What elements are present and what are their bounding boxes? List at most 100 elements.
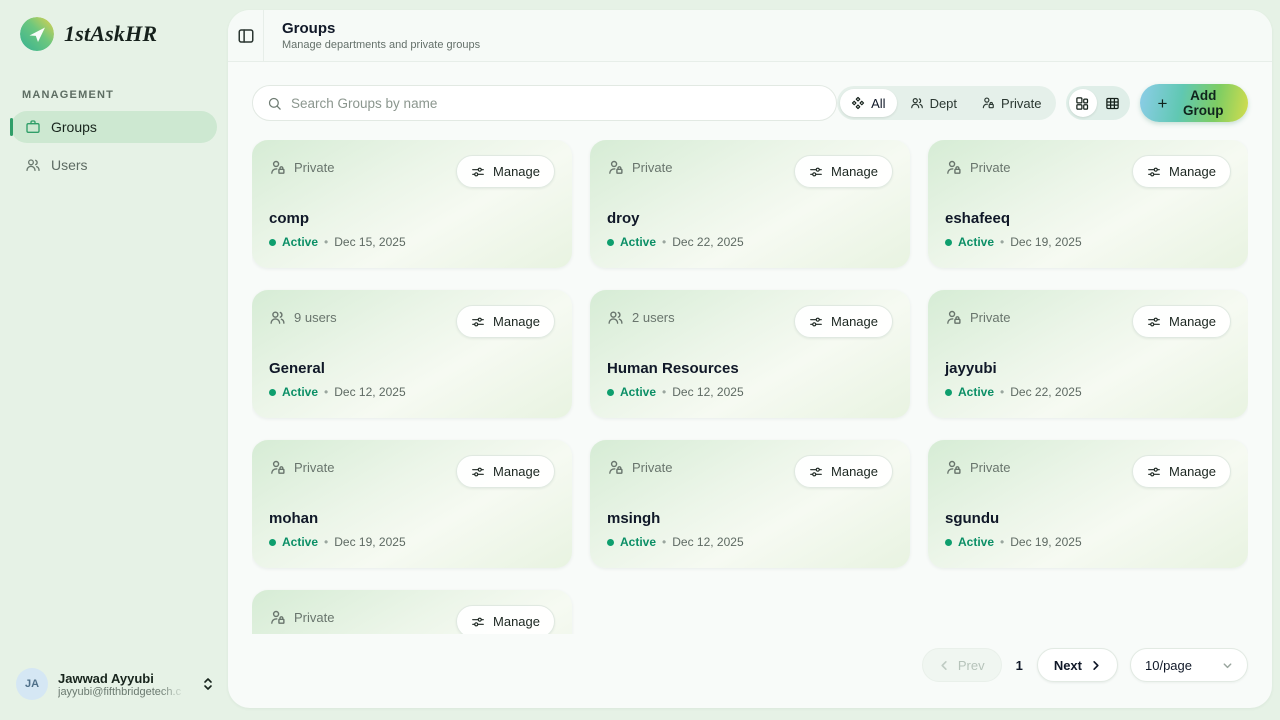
status-dot-icon bbox=[269, 388, 276, 396]
group-card[interactable]: 2 users Manage Human Resources Active • … bbox=[590, 290, 910, 418]
add-group-button[interactable]: + Add Group bbox=[1139, 84, 1248, 122]
person-lock-icon bbox=[982, 97, 994, 109]
status-separator: • bbox=[324, 235, 329, 249]
manage-button[interactable]: Manage bbox=[456, 305, 555, 338]
group-status: Active • Dec 19, 2025 bbox=[945, 535, 1231, 549]
status-label: Active bbox=[620, 535, 657, 549]
sidebar-item-groups[interactable]: Groups bbox=[10, 111, 217, 143]
group-card[interactable]: Private Manage bbox=[252, 590, 572, 634]
manage-button[interactable]: Manage bbox=[456, 455, 555, 488]
manage-button[interactable]: Manage bbox=[1132, 455, 1231, 488]
group-badge: Private bbox=[607, 459, 672, 476]
brand: 1stAskHR bbox=[0, 0, 228, 61]
user-name: Jawwad Ayyubi bbox=[58, 670, 154, 686]
group-status: Active • Dec 19, 2025 bbox=[269, 535, 555, 549]
status-separator: • bbox=[662, 535, 667, 549]
status-label: Active bbox=[282, 235, 319, 249]
group-status: Active • Dec 22, 2025 bbox=[945, 385, 1231, 399]
group-date: Dec 19, 2025 bbox=[1010, 235, 1082, 249]
page-subtitle: Manage departments and private groups bbox=[282, 39, 481, 51]
cards-view-icon bbox=[1076, 96, 1089, 110]
group-title: jayyubi bbox=[945, 360, 997, 377]
group-badge: 9 users bbox=[269, 309, 337, 326]
group-date: Dec 19, 2025 bbox=[1010, 535, 1082, 549]
user-menu[interactable]: JA Jawwad Ayyubi jayyubi@fifthbridgetech… bbox=[0, 654, 228, 720]
group-card[interactable]: Private Manage mohan Active • Dec 19, 20… bbox=[252, 440, 572, 568]
group-status: Active • Dec 12, 2025 bbox=[269, 385, 555, 399]
group-badge-label: Private bbox=[294, 610, 335, 625]
person-lock-icon bbox=[947, 310, 961, 324]
group-badge: 2 users bbox=[607, 309, 675, 326]
user-email: jayyubi@fifthbridgetech.c bbox=[58, 685, 182, 698]
users-icon bbox=[608, 311, 623, 324]
search-input[interactable] bbox=[291, 95, 823, 111]
prev-page-button[interactable]: Prev bbox=[921, 648, 1002, 682]
search-box bbox=[252, 85, 838, 121]
group-badge: Private bbox=[945, 159, 1010, 176]
status-separator: • bbox=[1000, 385, 1005, 399]
group-title: Human Resources bbox=[607, 360, 739, 377]
manage-label: Manage bbox=[493, 314, 540, 329]
group-title: sgundu bbox=[945, 510, 1000, 527]
avatar: JA bbox=[16, 668, 48, 700]
sidebar-item-label: Users bbox=[51, 157, 88, 173]
page-size-select[interactable]: 10/page bbox=[1130, 648, 1248, 682]
person-lock-icon bbox=[947, 160, 961, 174]
group-badge-label: 2 users bbox=[632, 310, 675, 325]
manage-button[interactable]: Manage bbox=[794, 155, 893, 188]
active-indicator bbox=[10, 118, 13, 136]
group-status: Active • Dec 12, 2025 bbox=[607, 535, 893, 549]
page-header: Groups Manage departments and private gr… bbox=[228, 10, 1272, 62]
status-dot-icon bbox=[607, 388, 614, 396]
manage-label: Manage bbox=[493, 614, 540, 629]
group-card[interactable]: Private Manage droy Active • Dec 22, 202… bbox=[590, 140, 910, 268]
chevron-up-down-icon bbox=[204, 678, 212, 690]
table-view-button[interactable] bbox=[1099, 89, 1127, 117]
sliders-icon bbox=[1148, 167, 1160, 176]
group-card[interactable]: 9 users Manage General Active • Dec 12, … bbox=[252, 290, 572, 418]
group-title: droy bbox=[607, 210, 640, 227]
status-dot-icon bbox=[269, 538, 276, 546]
chevron-right-icon bbox=[1093, 660, 1099, 670]
manage-button[interactable]: Manage bbox=[1132, 305, 1231, 338]
filter-all-button[interactable]: All bbox=[840, 89, 897, 117]
sidebar-toggle-button[interactable] bbox=[228, 10, 264, 61]
manage-button[interactable]: Manage bbox=[794, 455, 893, 488]
group-date: Dec 12, 2025 bbox=[672, 535, 744, 549]
group-date: Dec 22, 2025 bbox=[672, 235, 744, 249]
manage-button[interactable]: Manage bbox=[456, 605, 555, 634]
sidebar-item-users[interactable]: Users bbox=[11, 149, 217, 181]
manage-label: Manage bbox=[831, 464, 878, 479]
group-card[interactable]: Private Manage msingh Active • Dec 12, 2… bbox=[590, 440, 910, 568]
filter-private-button[interactable]: Private bbox=[970, 89, 1052, 117]
group-card[interactable]: Private Manage sgundu Active • Dec 19, 2… bbox=[928, 440, 1248, 568]
group-badge-label: Private bbox=[970, 460, 1011, 475]
group-badge-label: Private bbox=[294, 460, 335, 475]
sliders-icon bbox=[1148, 317, 1160, 326]
person-lock-icon bbox=[609, 460, 623, 474]
chevron-down-icon bbox=[1223, 662, 1232, 668]
main-panel: Groups Manage departments and private gr… bbox=[228, 10, 1272, 708]
group-badge: Private bbox=[269, 459, 334, 476]
sliders-icon bbox=[472, 467, 484, 476]
group-badge: Private bbox=[269, 159, 334, 176]
current-page[interactable]: 1 bbox=[1015, 657, 1023, 673]
person-lock-icon bbox=[947, 460, 961, 474]
cards-view-button[interactable] bbox=[1068, 89, 1097, 117]
group-date: Dec 12, 2025 bbox=[334, 385, 406, 399]
next-page-button[interactable]: Next bbox=[1036, 648, 1118, 682]
sliders-icon bbox=[472, 617, 484, 626]
group-card[interactable]: Private Manage comp Active • Dec 15, 202… bbox=[252, 140, 572, 268]
manage-button[interactable]: Manage bbox=[456, 155, 555, 188]
users-icon bbox=[26, 159, 40, 171]
group-card[interactable]: Private Manage jayyubi Active • Dec 22, … bbox=[928, 290, 1248, 418]
group-date: Dec 12, 2025 bbox=[672, 385, 744, 399]
manage-button[interactable]: Manage bbox=[794, 305, 893, 338]
group-title: comp bbox=[269, 210, 310, 227]
group-card[interactable]: Private Manage eshafeeq Active • Dec 19,… bbox=[928, 140, 1248, 268]
manage-button[interactable]: Manage bbox=[1132, 155, 1231, 188]
manage-label: Manage bbox=[831, 164, 878, 179]
filter-dept-button[interactable]: Dept bbox=[899, 89, 968, 117]
group-badge: Private bbox=[945, 309, 1010, 326]
status-dot-icon bbox=[945, 388, 952, 396]
